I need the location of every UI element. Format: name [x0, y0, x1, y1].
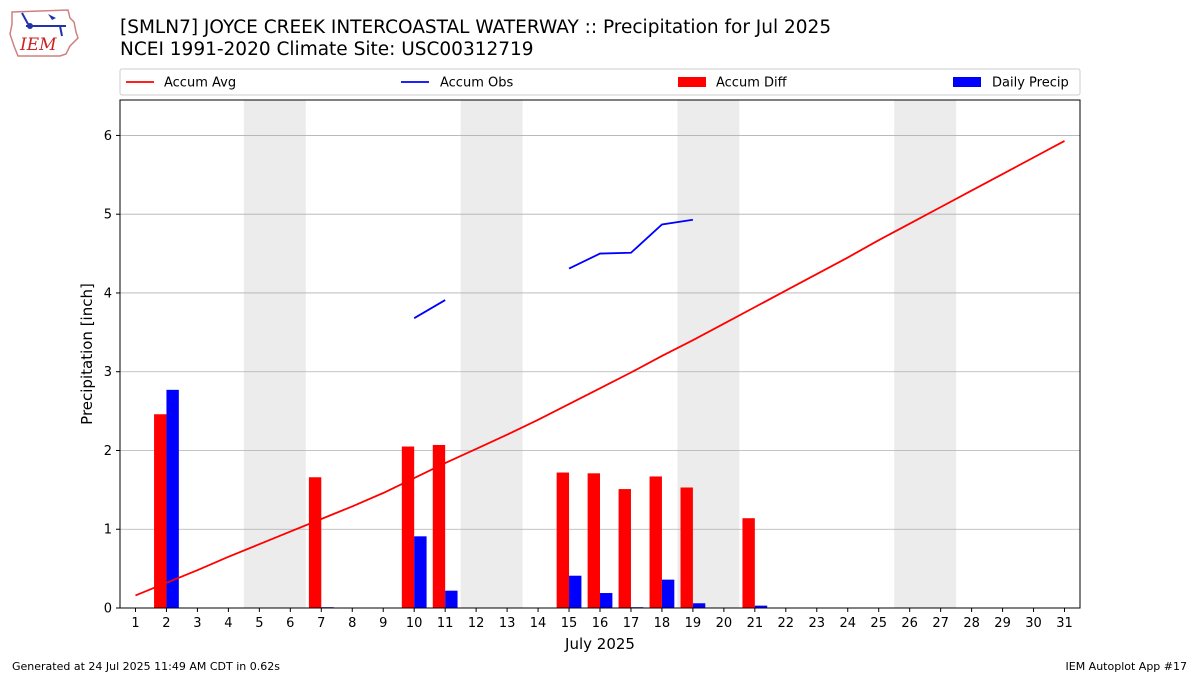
x-tick-label: 19 — [685, 616, 702, 631]
x-tick-label: 7 — [317, 616, 325, 631]
legend-box — [119, 68, 1081, 96]
accum-obs-line — [413, 299, 446, 319]
accum-diff-bar — [587, 473, 600, 608]
accum-diff-bar — [154, 414, 167, 608]
x-tick-label: 2 — [162, 616, 170, 631]
x-tick-label: 29 — [994, 616, 1011, 631]
x-tick-label: 26 — [901, 616, 918, 631]
y-tick-label: 5 — [104, 208, 112, 223]
x-tick-label: 3 — [193, 616, 201, 631]
daily-precip-bar — [414, 536, 427, 608]
x-tick-label: 30 — [1025, 616, 1042, 631]
logo-text: IEM — [19, 35, 57, 55]
weekend-bands — [243, 100, 957, 608]
daily-precip-bar — [445, 590, 458, 608]
x-tick-label: 31 — [1056, 616, 1073, 631]
x-tick-label: 22 — [778, 616, 795, 631]
x-tick-label: 17 — [623, 616, 640, 631]
x-tick-label: 13 — [499, 616, 516, 631]
x-tick-label: 18 — [654, 616, 671, 631]
x-tick-label: 25 — [870, 616, 887, 631]
x-tick-label: 5 — [255, 616, 263, 631]
x-tick-label: 21 — [747, 616, 764, 631]
accum-diff-bar — [742, 518, 755, 608]
legend-label-accum-obs: Accum Obs — [440, 76, 513, 91]
x-axis-label: July 2025 — [564, 635, 635, 653]
accum-diff-bar — [618, 489, 631, 608]
accum-diff-bar — [556, 472, 570, 608]
y-tick-label: 0 — [104, 602, 112, 617]
y-axis-ticks: 0 1 2 3 4 5 6 — [104, 129, 120, 617]
accum-diff-bar — [680, 487, 693, 608]
daily-precip-bar — [661, 579, 675, 608]
accum-diff-bars — [154, 414, 755, 608]
accum-avg-line — [135, 140, 1065, 597]
accum-diff-bar — [401, 446, 415, 608]
x-tick-label: 24 — [839, 616, 856, 631]
x-tick-label: 12 — [468, 616, 485, 631]
x-tick-label: 1 — [131, 616, 139, 631]
weekend-band — [460, 100, 523, 608]
x-tick-label: 15 — [561, 616, 578, 631]
y-tick-label: 3 — [104, 365, 112, 380]
daily-precip-bars — [166, 389, 768, 609]
accum-diff-bar — [308, 477, 322, 608]
daily-precip-bar — [692, 603, 706, 608]
x-tick-label: 10 — [406, 616, 423, 631]
x-tick-label: 27 — [932, 616, 949, 631]
legend-label-daily-precip: Daily Precip — [992, 76, 1069, 91]
legend-label-accum-diff: Accum Diff — [716, 76, 788, 91]
generated-timestamp: Generated at 24 Jul 2025 11:49 AM CDT in… — [12, 660, 280, 673]
x-tick-label: 9 — [379, 616, 387, 631]
x-tick-label: 20 — [716, 616, 733, 631]
daily-precip-bar — [569, 575, 582, 608]
y-tick-label: 2 — [104, 444, 112, 459]
x-tick-label: 4 — [224, 616, 232, 631]
daily-precip-bar — [600, 593, 613, 608]
x-tick-label: 6 — [286, 616, 294, 631]
y-tick-label: 1 — [104, 523, 112, 538]
legend: Accum Avg Accum Obs Accum Diff Daily Precip — [119, 68, 1081, 96]
y-tick-label: 4 — [104, 286, 112, 301]
legend-label-accum-avg: Accum Avg — [164, 76, 236, 91]
chart-subtitle: NCEI 1991-2020 Climate Site: USC00312719 — [120, 39, 534, 60]
x-tick-label: 23 — [809, 616, 826, 631]
y-tick-label: 6 — [104, 129, 112, 144]
accum-diff-bar — [649, 476, 662, 608]
series-lines — [135, 140, 1065, 597]
weekend-band — [894, 100, 957, 608]
accum-diff-bar — [432, 444, 446, 608]
daily-precip-bar — [166, 389, 179, 608]
accum-obs-line — [568, 218, 694, 270]
daily-precip-bar — [754, 605, 768, 608]
y-axis-label: Precipitation [inch] — [78, 283, 96, 425]
x-tick-label: 11 — [437, 616, 454, 631]
x-tick-label: 8 — [348, 616, 356, 631]
legend-swatch-daily-precip — [953, 77, 981, 87]
x-tick-label: 14 — [530, 616, 547, 631]
app-id-label: IEM Autoplot App #17 — [1065, 660, 1188, 673]
legend-swatch-accum-diff — [678, 77, 706, 87]
iem-logo: IEM — [8, 6, 82, 60]
x-tick-label: 16 — [592, 616, 609, 631]
weekend-band — [243, 100, 306, 608]
x-axis-ticks: 1 2 3 4 5 6 7 8 9 10 11 12 13 14 15 16 17 18 19 20 21 22 23 24 2… — [131, 608, 1073, 631]
x-tick-label: 28 — [963, 616, 980, 631]
chart-title: [SMLN7] JOYCE CREEK INTERCOASTAL WATERWA… — [120, 17, 832, 38]
